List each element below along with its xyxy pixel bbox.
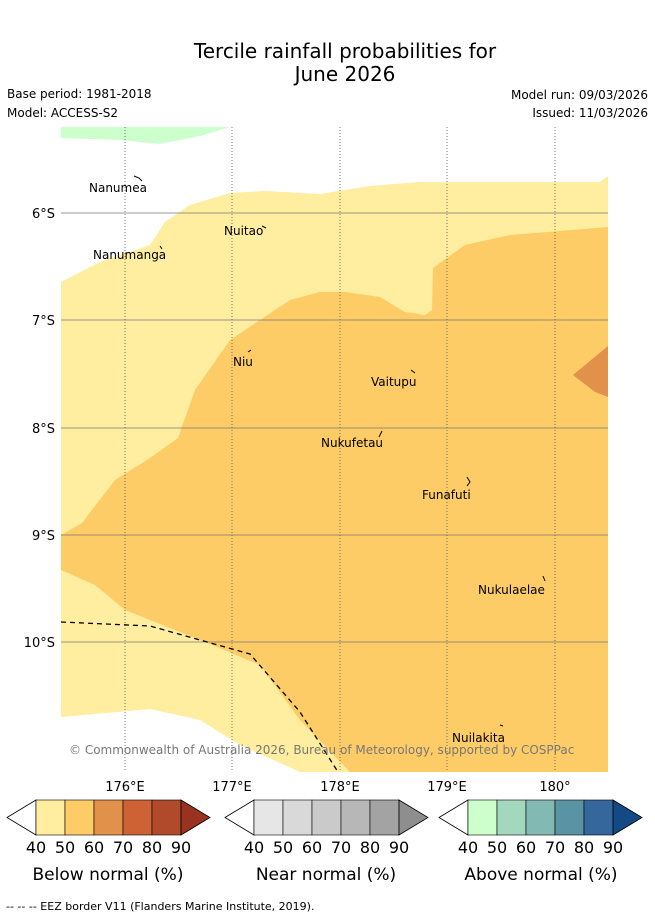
- model-name: Model: ACCESS-S2: [7, 106, 119, 120]
- colorbar-below-normal: 40 50 60 70 80 90: [6, 799, 211, 857]
- below-swatch-0: [35, 799, 66, 836]
- below-swatch-2: [93, 799, 124, 836]
- below-arrow-low: [6, 799, 37, 836]
- above-tick-60: 60: [516, 838, 536, 857]
- near-swatch-1: [282, 799, 313, 836]
- lon-label-177e: 177°E: [212, 780, 252, 795]
- above-tick-70: 70: [545, 838, 565, 857]
- below-swatch-4: [151, 799, 182, 836]
- near-tick-40: 40: [244, 838, 264, 857]
- near-swatch-4: [369, 799, 400, 836]
- above-tick-40: 40: [458, 838, 478, 857]
- colorbar-above-normal: 40 50 60 70 80 90: [438, 799, 643, 857]
- lat-label-9s: 9°S: [32, 529, 55, 544]
- place-labels: Nanumea Nuitao Nanumanga Niu Vaitupu Nuk…: [89, 181, 545, 745]
- title-line-1: Tercile rainfall probabilities for: [193, 39, 497, 63]
- near-tick-90: 90: [389, 838, 409, 857]
- below-tick-80: 80: [142, 838, 162, 857]
- lon-label-180: 180°: [539, 780, 570, 795]
- eez-border: [61, 621, 339, 772]
- place-funafuti: Funafuti: [422, 488, 471, 502]
- lat-label-8s: 8°S: [32, 422, 55, 437]
- near-tick-80: 80: [360, 838, 380, 857]
- near-swatch-0: [253, 799, 284, 836]
- issued-date: Issued: 11/03/2026: [532, 106, 648, 120]
- place-nuitao: Nuitao: [224, 224, 263, 238]
- title-line-2: June 2026: [294, 62, 396, 86]
- below-tick-40: 40: [26, 838, 46, 857]
- near-arrow-high: [398, 799, 429, 836]
- place-nuilakita: Nuilakita: [452, 731, 505, 745]
- near-tick-60: 60: [302, 838, 322, 857]
- near-tick-70: 70: [331, 838, 351, 857]
- lat-label-7s: 7°S: [32, 314, 55, 329]
- below-tick-60: 60: [84, 838, 104, 857]
- near-arrow-low: [224, 799, 255, 836]
- below-swatch-1: [64, 799, 95, 836]
- copyright-notice: © Commonwealth of Australia 2026, Bureau…: [69, 743, 574, 757]
- map-title: Tercile rainfall probabilities for June …: [0, 40, 655, 86]
- above-tick-50: 50: [487, 838, 507, 857]
- lon-label-176e: 176°E: [105, 780, 145, 795]
- above-arrow-high: [612, 799, 643, 836]
- above-tick-90: 90: [603, 838, 623, 857]
- below-tick-70: 70: [113, 838, 133, 857]
- place-nanumanga: Nanumanga: [93, 248, 166, 262]
- gridlines: [61, 212, 608, 643]
- lat-label-6s: 6°S: [32, 207, 55, 222]
- zone-below-50-60: [61, 227, 608, 772]
- lat-label-10s: 10°S: [24, 636, 55, 651]
- longitude-labels: 176°E 177°E 178°E 179°E 180°: [105, 780, 570, 795]
- above-normal-label: Above normal (%): [464, 865, 617, 885]
- zone-below-60-70: [573, 346, 608, 397]
- above-swatch-3: [554, 799, 585, 836]
- near-normal-label: Near normal (%): [256, 865, 396, 885]
- place-nukulaelae: Nukulaelae: [478, 583, 545, 597]
- below-tick-90: 90: [171, 838, 191, 857]
- meridians: [124, 127, 556, 772]
- near-tick-50: 50: [273, 838, 293, 857]
- below-swatch-3: [122, 799, 153, 836]
- near-swatch-2: [311, 799, 342, 836]
- above-swatch-4: [583, 799, 614, 836]
- zone-above-40-50: [61, 127, 230, 144]
- place-vaitupu: Vaitupu: [371, 375, 417, 389]
- place-niu: Niu: [233, 355, 253, 369]
- above-swatch-1: [496, 799, 527, 836]
- below-arrow-high: [180, 799, 211, 836]
- lon-label-179e: 179°E: [427, 780, 467, 795]
- above-swatch-0: [467, 799, 498, 836]
- island-outlines: [133, 175, 546, 727]
- below-normal-label: Below normal (%): [33, 865, 184, 885]
- model-run: Model run: 09/03/2026: [510, 88, 648, 102]
- lon-label-178e: 178°E: [320, 780, 360, 795]
- above-swatch-2: [525, 799, 556, 836]
- eez-footnote: -- -- -- EEZ border V11 (Flanders Marine…: [6, 900, 315, 913]
- colorbar-near-normal: 40 50 60 70 80 90: [224, 799, 429, 857]
- above-tick-80: 80: [574, 838, 594, 857]
- probability-map: Nanumea Nuitao Nanumanga Niu Vaitupu Nuk…: [61, 127, 608, 772]
- below-tick-50: 50: [55, 838, 75, 857]
- latitude-labels: 6°S 7°S 8°S 9°S 10°S: [24, 207, 55, 651]
- near-swatch-3: [340, 799, 371, 836]
- base-period: Base period: 1981-2018: [7, 87, 152, 101]
- place-nukufetau: Nukufetau: [321, 436, 383, 450]
- place-nanumea: Nanumea: [89, 181, 147, 195]
- above-arrow-low: [438, 799, 469, 836]
